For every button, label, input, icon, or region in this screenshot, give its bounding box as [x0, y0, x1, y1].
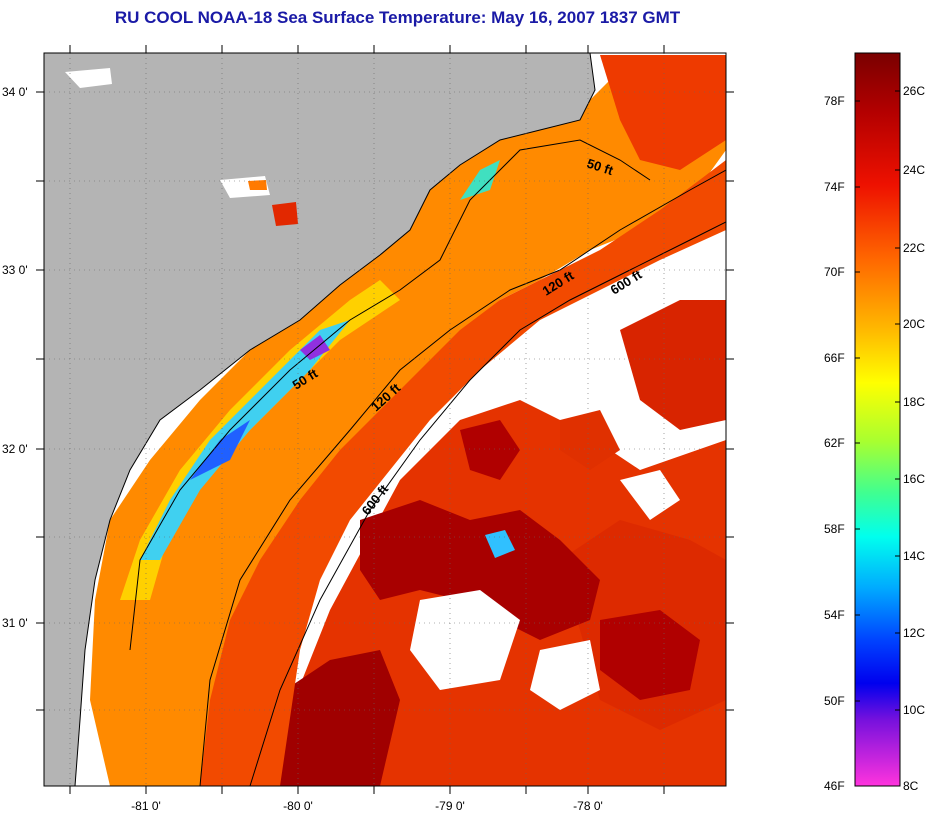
- cb-c-label: 12C: [903, 626, 925, 640]
- cb-f-label: 62F: [824, 436, 845, 450]
- colorbar-gradient: [854, 52, 901, 787]
- map-panel: 50 ft 50 ft 120 ft 120 ft 600 ft 600 ft: [44, 53, 726, 786]
- lon-label-80: -80 0': [283, 799, 313, 813]
- lat-label-33: 33 0': [2, 263, 28, 277]
- cb-c-label: 22C: [903, 241, 925, 255]
- cb-f-label: 58F: [824, 522, 845, 536]
- contour-120ft: [199, 169, 726, 786]
- lon-label-79: -79 0': [435, 799, 465, 813]
- grid-lines: [44, 53, 726, 786]
- cb-c-label: 20C: [903, 317, 925, 331]
- colorbar: 78F 74F 70F 66F 62F 58F 54F 50F 46F 26C …: [824, 52, 925, 793]
- axis-ticks: [36, 45, 734, 794]
- lon-label-78: -78 0': [573, 799, 603, 813]
- map-frame: [43, 52, 727, 787]
- contour-600ft: [249, 221, 726, 786]
- cb-f-label: 66F: [824, 351, 845, 365]
- gulf-stream: [270, 420, 700, 786]
- lon-label-81: -81 0': [131, 799, 161, 813]
- map-title: RU COOL NOAA-18 Sea Surface Temperature:…: [114, 8, 681, 27]
- cb-f-label: 46F: [824, 779, 845, 793]
- cb-c-label: 26C: [903, 84, 925, 98]
- cb-c-label: 10C: [903, 703, 925, 717]
- cb-c-label: 18C: [903, 395, 925, 409]
- cb-c-label: 24C: [903, 163, 925, 177]
- lat-label-32: 32 0': [2, 442, 28, 456]
- cb-f-label: 74F: [824, 180, 845, 194]
- cb-c-label: 14C: [903, 549, 925, 563]
- lat-label-34: 34 0': [2, 85, 28, 99]
- cb-c-label: 16C: [903, 472, 925, 486]
- contour-50ft: [129, 139, 651, 651]
- cb-f-label: 70F: [824, 265, 845, 279]
- northeast-warm: [600, 55, 726, 170]
- cb-f-label: 50F: [824, 694, 845, 708]
- land-mass: [44, 53, 595, 786]
- cb-c-label: 8C: [903, 779, 919, 793]
- cb-f-label: 78F: [824, 94, 845, 108]
- outer-shelf: [200, 160, 726, 786]
- cb-f-label: 54F: [824, 608, 845, 622]
- coastline: [74, 53, 596, 786]
- cool-nearshore: [120, 160, 515, 600]
- lat-label-31: 31 0': [2, 616, 28, 630]
